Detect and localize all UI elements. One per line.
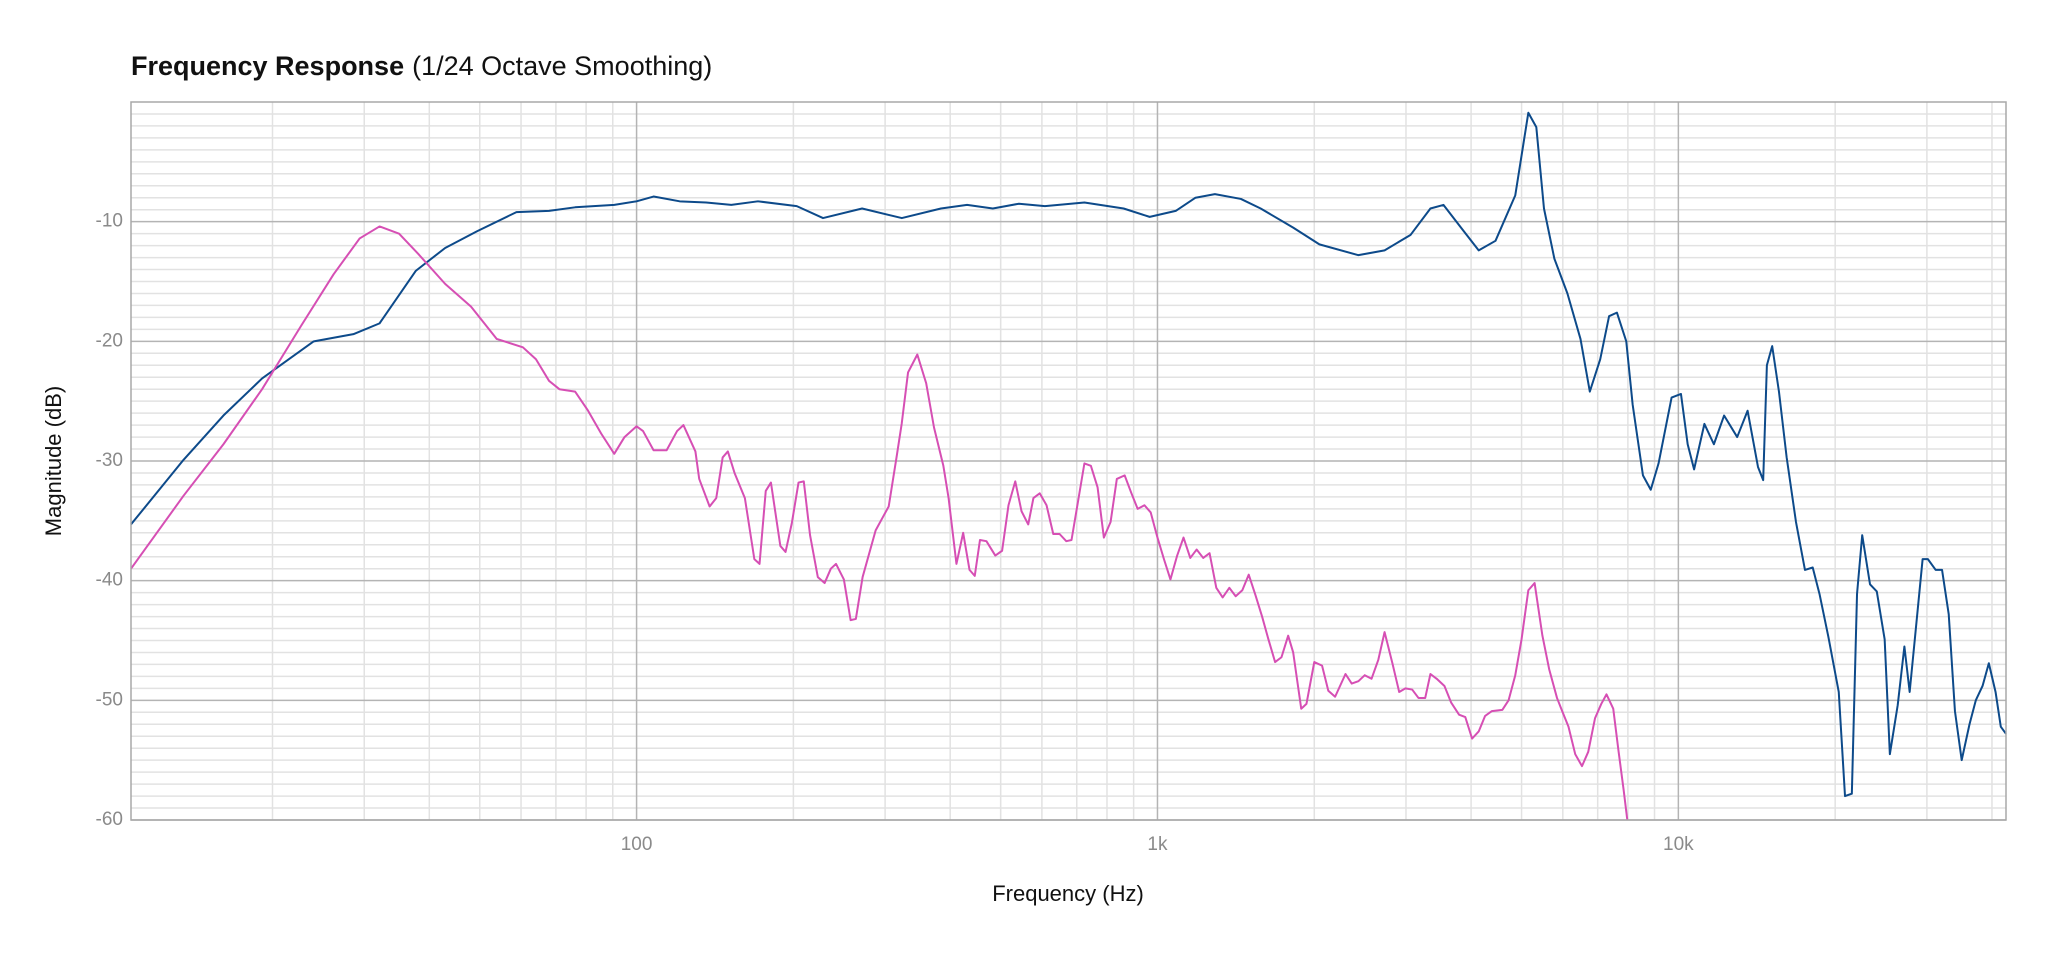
y-tick-label: -20 <box>96 330 123 351</box>
y-tick-label: -50 <box>96 689 123 710</box>
y-tick-label: -30 <box>96 450 123 471</box>
x-axis-label: Frequency (Hz) <box>992 881 1144 906</box>
chart-title: Frequency Response <box>131 51 404 81</box>
x-tick-label: 1k <box>1147 834 1168 855</box>
plot-lines <box>130 111 2007 821</box>
x-tick-label: 10k <box>1663 834 1694 855</box>
series-line <box>130 225 1629 821</box>
series-line <box>130 111 2007 798</box>
y-tick-label: -40 <box>96 570 123 591</box>
y-tick-label: -10 <box>96 211 123 232</box>
x-tick-label: 100 <box>621 834 653 855</box>
y-axis-label: Magnitude (dB) <box>41 386 66 536</box>
plot-frame <box>130 101 2007 821</box>
y-tick-label: -60 <box>96 809 123 830</box>
chart-title-group: Frequency Response (1/24 Octave Smoothing… <box>131 51 712 81</box>
chart-subtitle: (1/24 Octave Smoothing) <box>412 51 712 81</box>
grid <box>131 102 2006 821</box>
